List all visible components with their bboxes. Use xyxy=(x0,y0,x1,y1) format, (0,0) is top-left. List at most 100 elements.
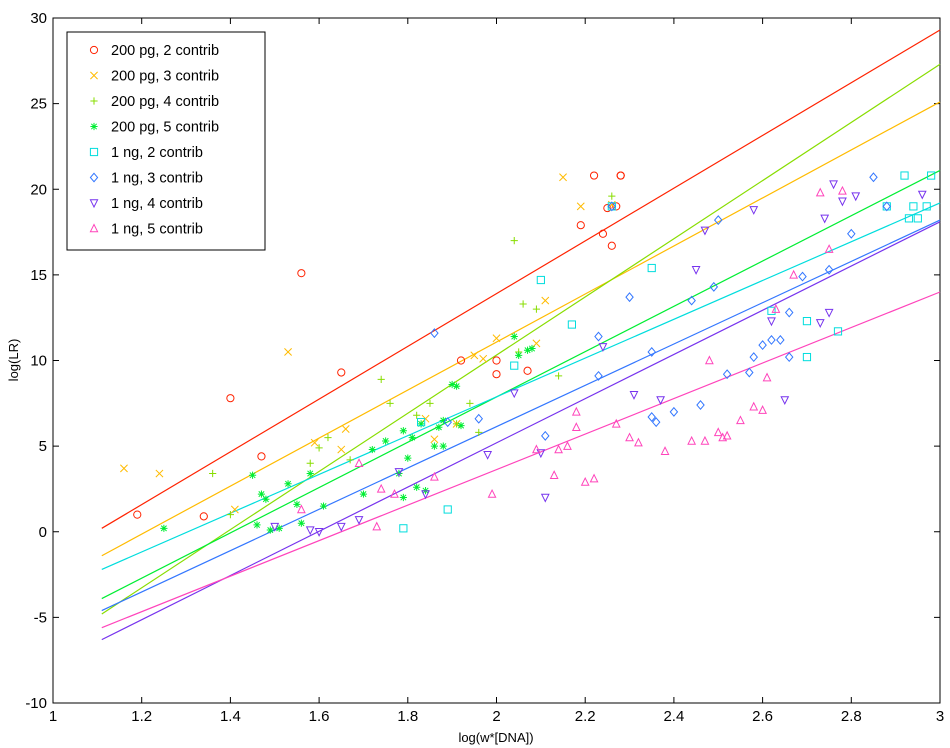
data-point xyxy=(492,356,501,365)
data-point xyxy=(284,347,293,356)
data-point xyxy=(767,334,776,345)
x-tick-label: 1.2 xyxy=(131,708,152,725)
series-5-points xyxy=(430,172,892,441)
data-point xyxy=(771,304,781,313)
data-point xyxy=(417,420,425,428)
data-point xyxy=(598,229,608,238)
data-point xyxy=(297,269,306,278)
data-point xyxy=(758,405,768,414)
data-point xyxy=(554,372,563,380)
data-point xyxy=(767,306,776,315)
x-tick-label: 2.8 xyxy=(841,708,862,725)
data-point xyxy=(426,399,434,407)
data-point xyxy=(820,214,830,224)
data-point xyxy=(540,493,550,503)
data-point xyxy=(337,445,346,454)
data-point xyxy=(594,370,603,381)
fit-line-series-1 xyxy=(101,101,941,557)
x-tick-label: 1.8 xyxy=(397,708,418,725)
data-point xyxy=(647,412,656,422)
data-point xyxy=(120,464,128,473)
legend-marker xyxy=(90,122,98,131)
data-point xyxy=(270,522,280,532)
data-point xyxy=(275,524,283,532)
data-point xyxy=(404,454,412,462)
data-point xyxy=(341,425,350,433)
data-point xyxy=(824,264,834,275)
data-point xyxy=(687,295,696,306)
data-point xyxy=(448,380,456,389)
data-point xyxy=(549,470,559,479)
data-point xyxy=(580,476,590,486)
data-point xyxy=(629,391,639,400)
data-point xyxy=(722,369,732,380)
legend-label: 1 ng, 2 contrib xyxy=(111,145,203,161)
data-point xyxy=(927,171,936,180)
data-point xyxy=(758,340,767,351)
data-point xyxy=(611,418,621,428)
data-point xyxy=(713,215,723,226)
legend-label: 200 pg, 3 contrib xyxy=(111,69,219,85)
fit-line-series-0 xyxy=(101,29,941,529)
data-point xyxy=(736,415,745,425)
data-point xyxy=(209,469,217,478)
data-point xyxy=(382,437,390,445)
legend-entry: 200 pg, 4 contrib xyxy=(90,94,219,110)
data-point xyxy=(359,490,368,498)
data-point xyxy=(625,432,634,442)
data-point xyxy=(598,343,608,352)
data-point xyxy=(262,495,270,503)
data-point xyxy=(435,423,443,431)
data-point xyxy=(354,458,364,467)
data-point xyxy=(510,361,519,370)
series-7-points xyxy=(296,185,847,531)
data-point xyxy=(767,317,776,327)
data-point xyxy=(430,471,439,481)
fit-lines xyxy=(101,29,941,641)
data-point xyxy=(651,417,661,428)
data-point xyxy=(594,331,603,342)
data-point xyxy=(306,459,314,467)
legend-entry: 1 ng, 5 contrib xyxy=(89,222,203,238)
data-point xyxy=(749,206,759,215)
y-tick-label: 25 xyxy=(30,96,47,113)
data-point xyxy=(656,396,666,406)
data-point xyxy=(155,469,164,478)
data-point xyxy=(296,504,306,514)
data-point xyxy=(487,488,497,498)
data-point xyxy=(541,430,550,441)
legend-entry: 1 ng, 2 contrib xyxy=(89,145,203,161)
data-point xyxy=(284,480,292,488)
data-point xyxy=(523,346,532,354)
legend-entry: 200 pg, 5 contrib xyxy=(90,120,219,136)
data-point xyxy=(306,469,314,478)
data-point xyxy=(336,522,346,532)
y-tick-label: 10 xyxy=(30,353,47,370)
data-point xyxy=(815,319,825,328)
y-tick-label: 30 xyxy=(30,10,47,27)
data-point xyxy=(722,430,732,440)
data-point xyxy=(257,452,266,461)
data-point xyxy=(368,445,376,454)
x-tick-label: 1 xyxy=(49,708,57,725)
data-point xyxy=(559,173,567,182)
x-tick-label: 2.2 xyxy=(575,708,596,725)
data-point xyxy=(904,214,914,223)
data-point xyxy=(900,171,909,180)
data-point xyxy=(297,519,305,527)
fit-line-series-4 xyxy=(101,202,941,570)
data-point xyxy=(421,490,430,500)
data-point xyxy=(745,367,754,378)
legend-label: 200 pg, 4 contrib xyxy=(111,94,219,110)
data-point xyxy=(509,389,519,399)
x-tick-label: 2.4 xyxy=(663,708,684,725)
data-point xyxy=(704,355,714,365)
data-point xyxy=(687,435,697,445)
data-point xyxy=(479,354,488,363)
data-point xyxy=(439,442,447,450)
data-point xyxy=(536,275,545,285)
legend-box xyxy=(66,31,266,251)
legend-label: 1 ng, 3 contrib xyxy=(111,171,203,187)
x-tick-label: 2 xyxy=(492,708,500,725)
data-point xyxy=(625,292,634,303)
